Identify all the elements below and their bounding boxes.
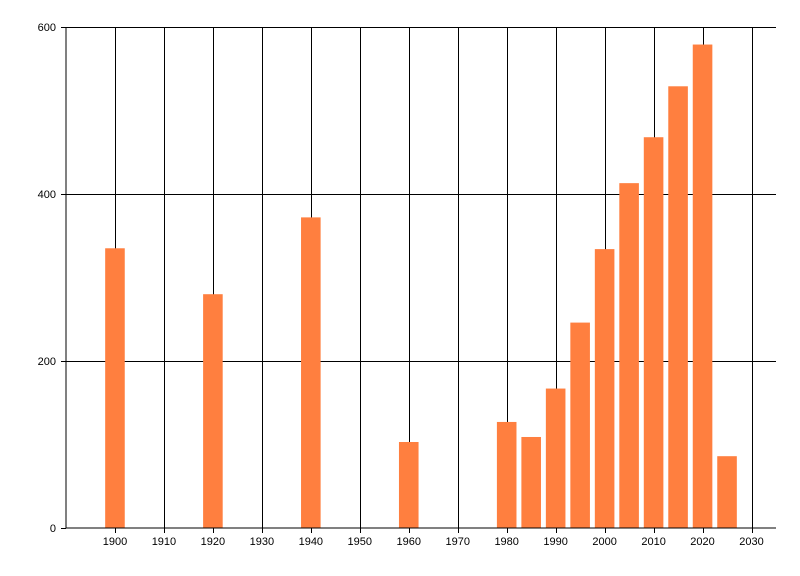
x-tick-label: 2020 [690, 536, 714, 548]
x-tick-label: 1930 [250, 536, 274, 548]
y-tick-label: 400 [38, 189, 56, 201]
bar-1920 [203, 294, 223, 528]
x-tick-label: 2000 [592, 536, 616, 548]
bar-2000 [594, 249, 615, 529]
x-tick-label: 1920 [201, 536, 225, 548]
x-tick-label: 1980 [494, 536, 518, 548]
bar-2020 [692, 44, 713, 528]
bar-2005 [619, 183, 639, 528]
x-tick-label: 1910 [152, 536, 176, 548]
bar-1990 [545, 388, 566, 528]
bar-1940 [301, 217, 321, 528]
bar-2015 [668, 86, 688, 528]
x-tick-label: 2010 [641, 536, 665, 548]
y-tick-labels: 0 200 400 600 [38, 22, 56, 535]
axes [65, 27, 776, 529]
bar-1980 [496, 421, 517, 528]
bar-2010 [643, 137, 664, 528]
x-tick-label: 1950 [348, 536, 372, 548]
bar-1985 [521, 436, 541, 528]
x-tick-label: 2030 [739, 536, 763, 548]
bar-2025 [717, 456, 737, 528]
bar-1995 [570, 322, 590, 528]
x-tick-label: 1990 [543, 536, 567, 548]
x-tick-labels: 1900 1910 1920 1930 1940 1950 1960 1970 1980 1990… [103, 536, 764, 548]
y-tick-label: 600 [38, 22, 56, 34]
bar-1900 [105, 248, 125, 528]
bar-1960 [398, 441, 419, 528]
x-tick-label: 1940 [299, 536, 323, 548]
x-tick-label: 1960 [397, 536, 421, 548]
y-tick-label: 0 [50, 523, 56, 535]
y-tick-label: 200 [38, 356, 56, 368]
x-tick-label: 1900 [103, 536, 127, 548]
bar-series [105, 44, 737, 529]
x-tick-label: 1970 [445, 536, 469, 548]
